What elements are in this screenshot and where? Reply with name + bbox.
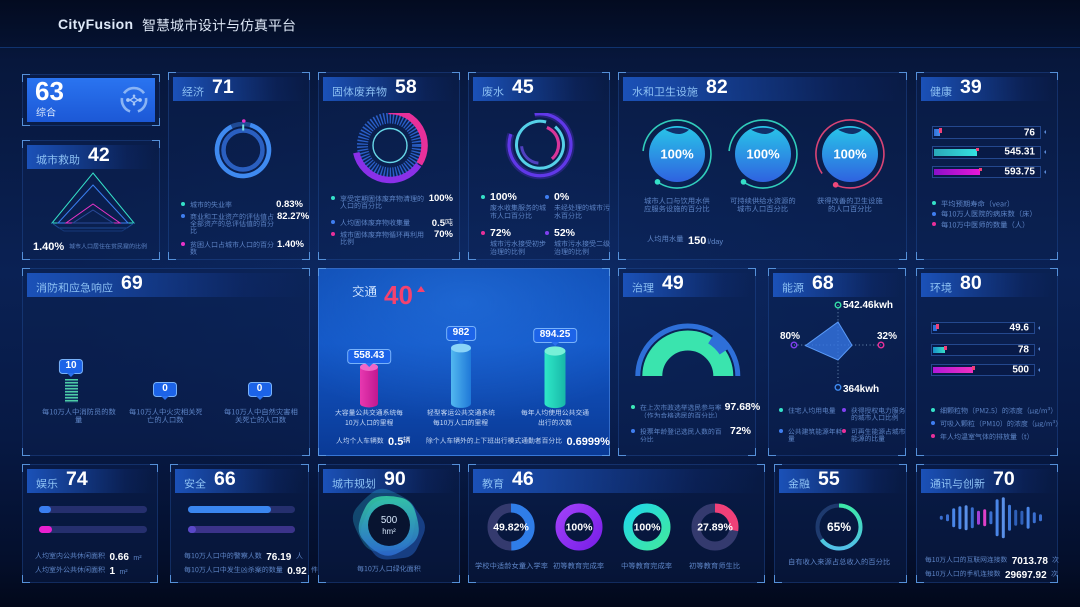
- svg-text:100%: 100%: [634, 522, 662, 534]
- svg-text:65%: 65%: [827, 520, 851, 534]
- svg-text:500: 500: [381, 515, 398, 526]
- svg-text:100%: 100%: [566, 522, 594, 534]
- svg-text:27.89%: 27.89%: [697, 522, 733, 534]
- svg-text:100%: 100%: [833, 147, 867, 162]
- svg-text:49.82%: 49.82%: [493, 522, 529, 534]
- svg-text:100%: 100%: [746, 147, 780, 162]
- svg-text:100%: 100%: [660, 147, 694, 162]
- svg-text:hm²: hm²: [382, 527, 396, 536]
